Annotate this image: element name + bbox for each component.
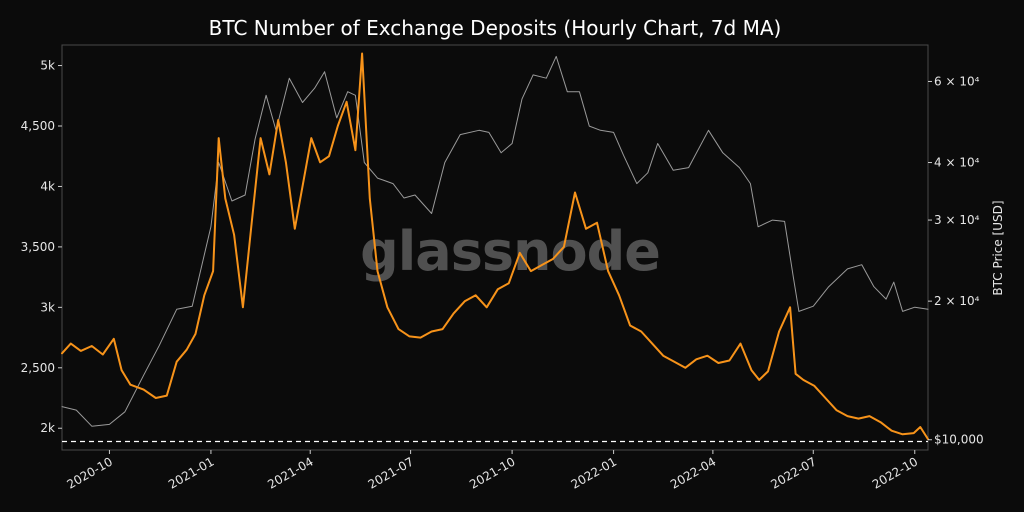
exchange-deposits-line: [61, 52, 929, 441]
left-y-axis: 2k 2,500 3k 3,500 4k 4,500 5k: [21, 59, 62, 435]
right-y-tick-label: 3 × 10⁴: [934, 213, 980, 227]
x-tick-label: 2022-04: [668, 454, 718, 491]
right-y-axis-label: BTC Price [USD]: [991, 200, 1005, 295]
right-y-axis: $10,000 2 × 10⁴ 3 × 10⁴ 4 × 10⁴ 6 × 10⁴: [928, 74, 984, 447]
watermark-logo: glassnode: [360, 220, 660, 283]
right-y-tick-label: 2 × 10⁴: [934, 294, 980, 308]
price-series: [61, 55, 929, 427]
x-tick-label: 2022-01: [569, 454, 619, 491]
left-y-tick-label: 4,500: [21, 119, 55, 133]
x-tick-label: 2021-04: [265, 454, 315, 491]
right-y-tick-label: 6 × 10⁴: [934, 74, 980, 88]
x-tick-label: 2021-07: [366, 454, 416, 491]
x-tick-label: 2021-10: [467, 454, 517, 491]
chart-title: BTC Number of Exchange Deposits (Hourly …: [209, 16, 782, 40]
x-tick-label: 2021-01: [166, 454, 216, 491]
left-y-tick-label: 2,500: [21, 361, 55, 375]
x-tick-label: 2022-07: [768, 454, 818, 491]
deposits-series: [61, 52, 929, 441]
x-tick-label: 2020-10: [65, 454, 115, 491]
left-y-tick-label: 4k: [40, 179, 55, 193]
left-y-tick-label: 5k: [40, 59, 55, 73]
left-y-tick-label: 2k: [40, 421, 55, 435]
right-y-tick-label: 4 × 10⁴: [934, 156, 980, 170]
right-y-tick-label: $10,000: [934, 433, 984, 447]
x-axis: 2020-10 2021-01 2021-04 2021-07 2021-10 2022-…: [65, 450, 920, 492]
x-tick-label: 2022-10: [870, 454, 920, 491]
left-y-tick-label: 3k: [40, 300, 55, 314]
left-y-tick-label: 3,500: [21, 240, 55, 254]
